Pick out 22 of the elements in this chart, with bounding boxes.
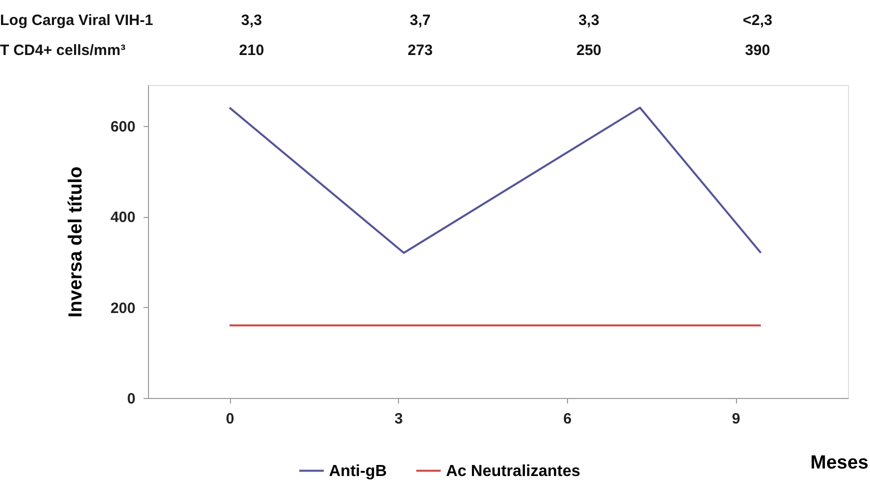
text: 250 bbox=[576, 42, 602, 59]
text: 3,3 bbox=[578, 12, 600, 29]
x-axis-title: Meses bbox=[810, 452, 868, 474]
text: 3,7 bbox=[410, 12, 431, 29]
legend-label: Ac Neutralizantes bbox=[446, 462, 580, 480]
text: Log Carga Viral VIH-1 bbox=[0, 12, 154, 29]
x-tick-label: 9 bbox=[732, 410, 740, 428]
y-axis-title: Inversa del título bbox=[65, 166, 86, 318]
text: 273 bbox=[408, 42, 433, 59]
text: 3,3 bbox=[241, 12, 262, 29]
text: <2,3 bbox=[742, 12, 772, 29]
legend-label: Anti-gB bbox=[329, 462, 387, 480]
text: 390 bbox=[745, 42, 770, 59]
x-tick-label: 3 bbox=[394, 410, 403, 428]
y-tick-label: 200 bbox=[110, 300, 136, 317]
y-tick-label: 400 bbox=[110, 209, 136, 226]
y-tick-label: 0 bbox=[127, 390, 136, 408]
x-tick-label: 0 bbox=[226, 410, 234, 428]
y-tick-label: 600 bbox=[110, 118, 136, 136]
text: 210 bbox=[239, 42, 264, 59]
text: T CD4+ cells/mm³ bbox=[0, 42, 126, 59]
x-tick-label: 6 bbox=[563, 410, 572, 428]
